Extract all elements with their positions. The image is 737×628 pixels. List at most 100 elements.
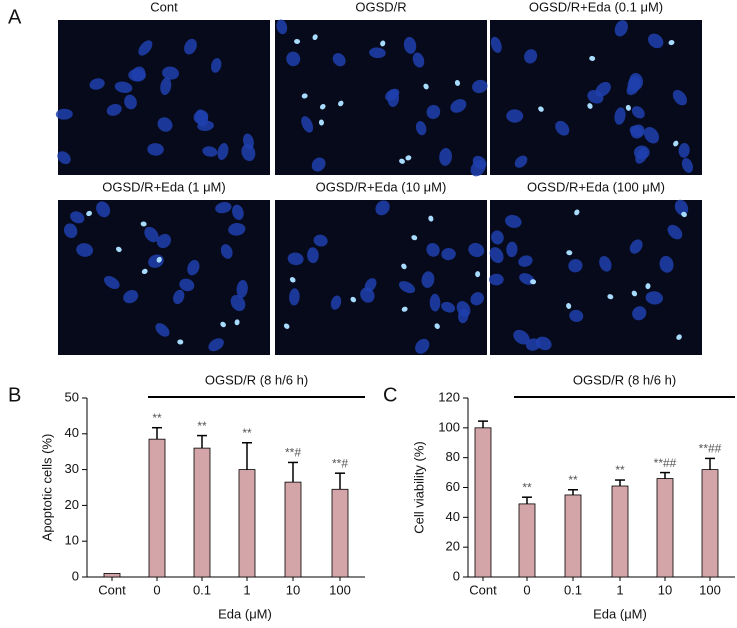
nucleus [614,20,628,37]
nucleus [569,309,584,322]
apoptotic-nucleus [676,334,682,340]
apoptotic-nucleus [607,294,614,300]
x-tick-label: 0.1 [564,582,582,597]
micrograph [275,200,487,355]
image-title: OGSD/R+Eda (0.1 μM) [529,0,663,14]
nucleus [187,259,200,276]
y-tick-label: 40 [65,425,79,440]
apoptotic-nucleus [283,323,290,329]
apoptotic-nucleus [156,256,162,263]
nucleus [659,255,674,273]
significance-label: **## [699,442,722,456]
y-tick-label: 40 [446,509,460,524]
nucleus [202,146,218,157]
nucleus [631,106,645,119]
y-tick-label: 0 [72,568,79,583]
nucleus [635,147,648,164]
nucleus [472,79,488,94]
x-tick-label: Cont [469,582,497,597]
apoptotic-nucleus [673,140,679,147]
apoptotic-nucleus [312,34,318,41]
apoptotic-nucleus [141,268,148,275]
nucleus [629,239,643,254]
x-axis-label: Eda (μM) [218,606,272,621]
nucleus [629,72,644,91]
apoptotic-nucleus [428,215,434,222]
image-title: OGSD/R+Eda (1 μM) [102,179,225,194]
nucleus [415,338,430,354]
apoptotic-nucleus [338,100,344,107]
x-tick-label: 100 [329,582,351,597]
nucleus [648,33,664,49]
nucleus [301,116,314,133]
nucleus [313,234,328,247]
apoptotic-nucleus [401,306,408,312]
apoptotic-nucleus [294,38,301,44]
panel-label: B [8,384,21,406]
nucleus [123,290,139,304]
nucleus [505,214,522,228]
nucleus [63,223,78,239]
nucleus [217,143,229,160]
apoptotic-nucleus [645,283,651,290]
nucleus [412,52,425,68]
y-tick-label: 50 [65,389,79,404]
significance-label: ** [522,480,532,494]
apoptotic-nucleus [530,279,537,285]
group-label: OGSD/R (8 h/6 h) [573,372,676,387]
apoptotic-nucleus [318,119,324,126]
nucleus [307,247,319,264]
nucleus [614,107,626,125]
nucleus [162,66,180,80]
nucleus [55,108,73,120]
significance-label: **## [654,456,677,470]
nucleus [208,338,224,352]
nucleus [236,279,248,298]
bar [701,469,719,578]
nucleus [415,121,427,136]
significance-label: **# [285,446,301,460]
nucleus [524,49,538,64]
nucleus [456,301,471,317]
nucleus [489,247,504,264]
image-title: Cont [150,0,178,14]
nucleus [518,255,533,267]
x-tick-label: 10 [658,582,672,597]
nucleus [450,99,467,113]
bar [193,447,211,578]
nucleus [470,292,484,306]
nucleus [106,103,122,116]
bar [284,481,302,578]
nucleus [179,278,195,292]
apoptotic-nucleus [289,277,296,283]
apoptotic-nucleus [350,296,357,303]
apoptotic-nucleus [631,290,638,297]
nucleus [276,19,288,35]
y-axis-label: Cell viability (%) [411,441,426,533]
nucleus [514,155,528,168]
apoptotic-nucleus [86,210,92,217]
nucleus [678,142,690,158]
nucleus [375,200,390,216]
apoptotic-nucleus [566,250,573,256]
nucleus [360,287,375,303]
apoptotic-nucleus [380,40,386,47]
significance-label: ** [615,463,625,477]
apoptotic-nucleus [566,302,572,309]
apoptotic-nucleus [399,158,405,164]
nucleus [330,295,342,310]
nucleus [147,143,164,156]
y-tick-label: 80 [446,449,460,464]
nucleus [468,242,485,258]
x-tick-label: Cont [98,582,126,597]
x-tick-label: 0.1 [193,582,211,597]
nucleus [124,94,137,110]
nucleus [173,289,185,305]
nucleus [470,159,486,177]
nucleus [506,109,524,123]
nucleus [441,248,456,261]
y-tick-label: 30 [65,461,79,476]
group-label: OGSD/R (8 h/6 h) [205,372,308,387]
nucleus [96,201,111,218]
y-axis-label: Apoptotic cells (%) [39,434,54,542]
